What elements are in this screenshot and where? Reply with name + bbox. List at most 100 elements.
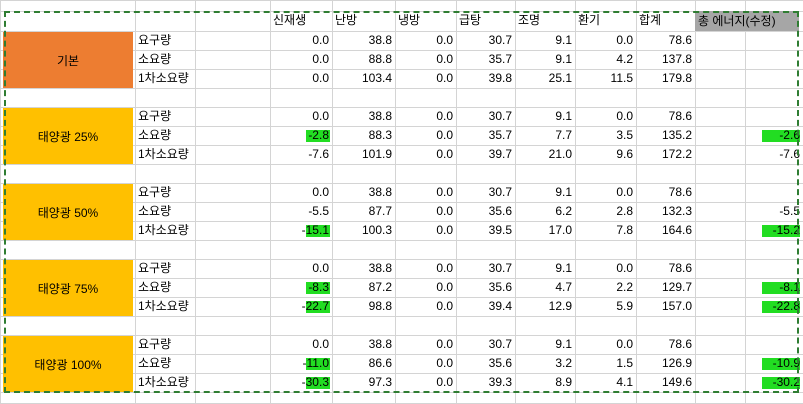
value-cell[interactable]: 35.6: [488, 204, 512, 218]
value-cell[interactable]: 7.8: [616, 223, 633, 237]
value-cell[interactable]: 17.0: [548, 223, 572, 237]
value-cell[interactable]: 97.3: [368, 375, 392, 389]
value-cell[interactable]: 0.0: [312, 52, 329, 66]
value-cell[interactable]: 100.3: [361, 223, 392, 237]
value-cell[interactable]: 8.9: [555, 375, 572, 389]
value-cell[interactable]: 0.0: [436, 223, 453, 237]
value-cell[interactable]: 164.6: [661, 223, 692, 237]
value-cell[interactable]: 30.7: [488, 109, 512, 123]
value-cell[interactable]: 103.4: [361, 71, 392, 85]
value-cell[interactable]: -7.6: [308, 147, 329, 161]
energy-cell[interactable]: -7.6: [779, 147, 800, 161]
value-cell[interactable]: 87.2: [368, 280, 392, 294]
column-header[interactable]: 조명: [518, 13, 541, 27]
column-header[interactable]: 급탕: [459, 13, 482, 27]
value-cell[interactable]: 78.6: [668, 261, 692, 275]
value-cell[interactable]: 4.2: [616, 52, 633, 66]
row-label[interactable]: 1차소요량: [138, 375, 189, 389]
group-label-cell[interactable]: 기본: [3, 32, 133, 88]
value-cell[interactable]: 30.7: [488, 261, 512, 275]
value-cell[interactable]: 0.0: [312, 185, 329, 199]
value-cell[interactable]: 0.0: [436, 128, 453, 142]
value-cell[interactable]: 0.0: [312, 109, 329, 123]
value-cell[interactable]: -5.5: [308, 204, 329, 218]
value-cell[interactable]: 7.7: [555, 128, 572, 142]
value-cell[interactable]: 78.6: [668, 185, 692, 199]
value-cell[interactable]: 0.0: [436, 33, 453, 47]
value-cell[interactable]: 129.7: [661, 280, 692, 294]
value-cell[interactable]: 149.6: [661, 375, 692, 389]
row-label[interactable]: 소요량: [138, 52, 172, 66]
value-cell[interactable]: 2.8: [616, 204, 633, 218]
value-cell[interactable]: 0.0: [616, 109, 633, 123]
value-cell[interactable]: -15.1: [301, 223, 329, 237]
value-cell[interactable]: 35.7: [488, 128, 512, 142]
value-cell[interactable]: 88.8: [368, 52, 392, 66]
value-cell[interactable]: 101.9: [361, 147, 392, 161]
row-label[interactable]: 소요량: [138, 280, 172, 294]
value-cell[interactable]: 38.8: [368, 185, 392, 199]
row-label[interactable]: 요구량: [138, 33, 172, 47]
value-cell[interactable]: 0.0: [436, 356, 453, 370]
column-header[interactable]: 냉방: [398, 13, 421, 27]
value-cell[interactable]: 39.8: [488, 71, 512, 85]
value-cell[interactable]: 38.8: [368, 33, 392, 47]
row-label[interactable]: 요구량: [138, 337, 172, 351]
energy-cell[interactable]: -22.8: [772, 299, 800, 313]
value-cell[interactable]: 0.0: [312, 261, 329, 275]
value-cell[interactable]: 35.6: [488, 356, 512, 370]
value-cell[interactable]: 35.7: [488, 52, 512, 66]
value-cell[interactable]: 0.0: [436, 109, 453, 123]
value-cell[interactable]: 9.1: [555, 185, 572, 199]
value-cell[interactable]: 9.6: [616, 147, 633, 161]
value-cell[interactable]: 0.0: [436, 204, 453, 218]
energy-cell[interactable]: -5.5: [779, 204, 800, 218]
value-cell[interactable]: 0.0: [616, 261, 633, 275]
column-header[interactable]: 환기: [578, 13, 601, 27]
value-cell[interactable]: 0.0: [616, 33, 633, 47]
value-cell[interactable]: 179.8: [661, 71, 692, 85]
row-label[interactable]: 1차소요량: [138, 71, 189, 85]
value-cell[interactable]: 1.5: [616, 356, 633, 370]
value-cell[interactable]: 78.6: [668, 337, 692, 351]
value-cell[interactable]: 30.7: [488, 185, 512, 199]
value-cell[interactable]: 0.0: [312, 33, 329, 47]
value-cell[interactable]: 0.0: [436, 375, 453, 389]
row-label[interactable]: 요구량: [138, 185, 172, 199]
energy-cell[interactable]: -15.2: [772, 223, 800, 237]
value-cell[interactable]: 137.8: [661, 52, 692, 66]
value-cell[interactable]: 6.2: [555, 204, 572, 218]
value-cell[interactable]: 38.8: [368, 337, 392, 351]
column-header[interactable]: 신재생: [273, 13, 307, 27]
group-label-cell[interactable]: 태양광 75%: [3, 260, 133, 316]
column-header[interactable]: 난방: [335, 13, 358, 27]
group-label-cell[interactable]: 태양광 25%: [3, 108, 133, 164]
value-cell[interactable]: 9.1: [555, 52, 572, 66]
value-cell[interactable]: 135.2: [661, 128, 692, 142]
value-cell[interactable]: 172.2: [661, 147, 692, 161]
value-cell[interactable]: 0.0: [436, 280, 453, 294]
value-cell[interactable]: 4.7: [555, 280, 572, 294]
row-label[interactable]: 1차소요량: [138, 147, 189, 161]
value-cell[interactable]: 132.3: [661, 204, 692, 218]
value-cell[interactable]: 0.0: [436, 261, 453, 275]
value-cell[interactable]: 11.5: [610, 71, 633, 85]
row-label[interactable]: 요구량: [138, 109, 172, 123]
value-cell[interactable]: -22.7: [301, 299, 329, 313]
energy-cell[interactable]: -8.1: [779, 280, 800, 294]
value-cell[interactable]: 0.0: [312, 71, 329, 85]
value-cell[interactable]: 0.0: [436, 71, 453, 85]
value-cell[interactable]: 30.7: [488, 337, 512, 351]
value-cell[interactable]: 39.4: [488, 299, 512, 313]
energy-column-header[interactable]: 총 에너지(수정): [695, 11, 799, 31]
value-cell[interactable]: 87.7: [368, 204, 392, 218]
value-cell[interactable]: 86.6: [368, 356, 392, 370]
column-header[interactable]: 합계: [639, 13, 662, 27]
value-cell[interactable]: -11.0: [302, 356, 329, 370]
value-cell[interactable]: 88.3: [368, 128, 392, 142]
value-cell[interactable]: 21.0: [548, 147, 572, 161]
value-cell[interactable]: 9.1: [555, 337, 572, 351]
row-label[interactable]: 소요량: [138, 356, 172, 370]
value-cell[interactable]: 0.0: [436, 147, 453, 161]
